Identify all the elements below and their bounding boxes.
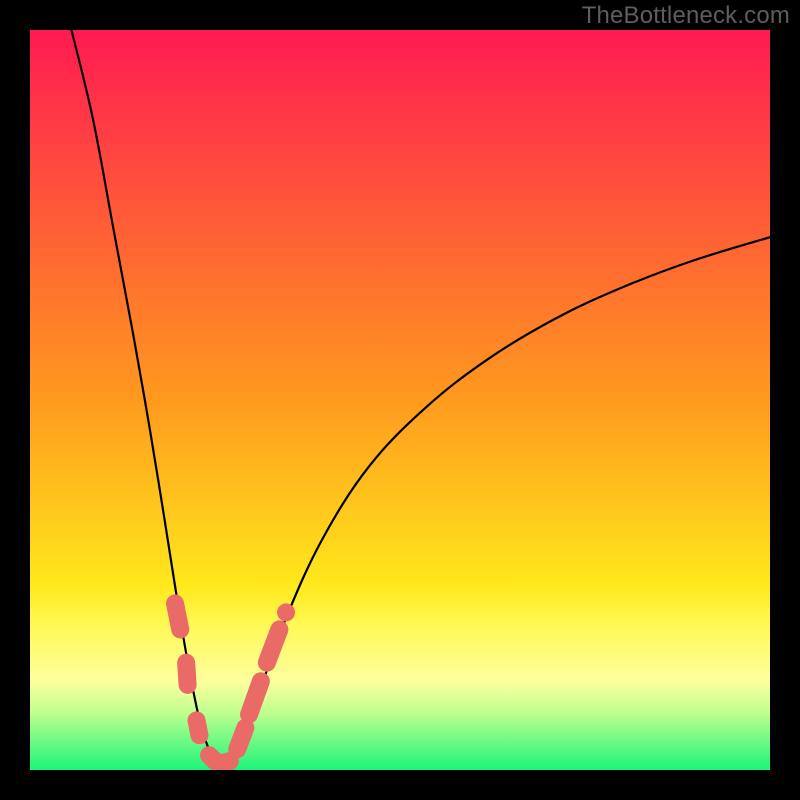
marker-capsule: [224, 761, 230, 762]
figure-root: TheBottleneck.com: [0, 0, 800, 800]
marker-capsule: [175, 604, 180, 630]
bottleneck-curves: [0, 0, 800, 800]
curve-right: [222, 237, 770, 768]
marker-capsule: [186, 663, 187, 685]
marker-capsule: [197, 720, 200, 735]
marker-dot: [277, 603, 295, 621]
marker-capsule: [249, 681, 261, 714]
marker-capsule: [267, 629, 280, 662]
curve-left: [71, 30, 221, 768]
marker-capsule: [237, 728, 245, 749]
marker-capsule: [209, 755, 215, 761]
